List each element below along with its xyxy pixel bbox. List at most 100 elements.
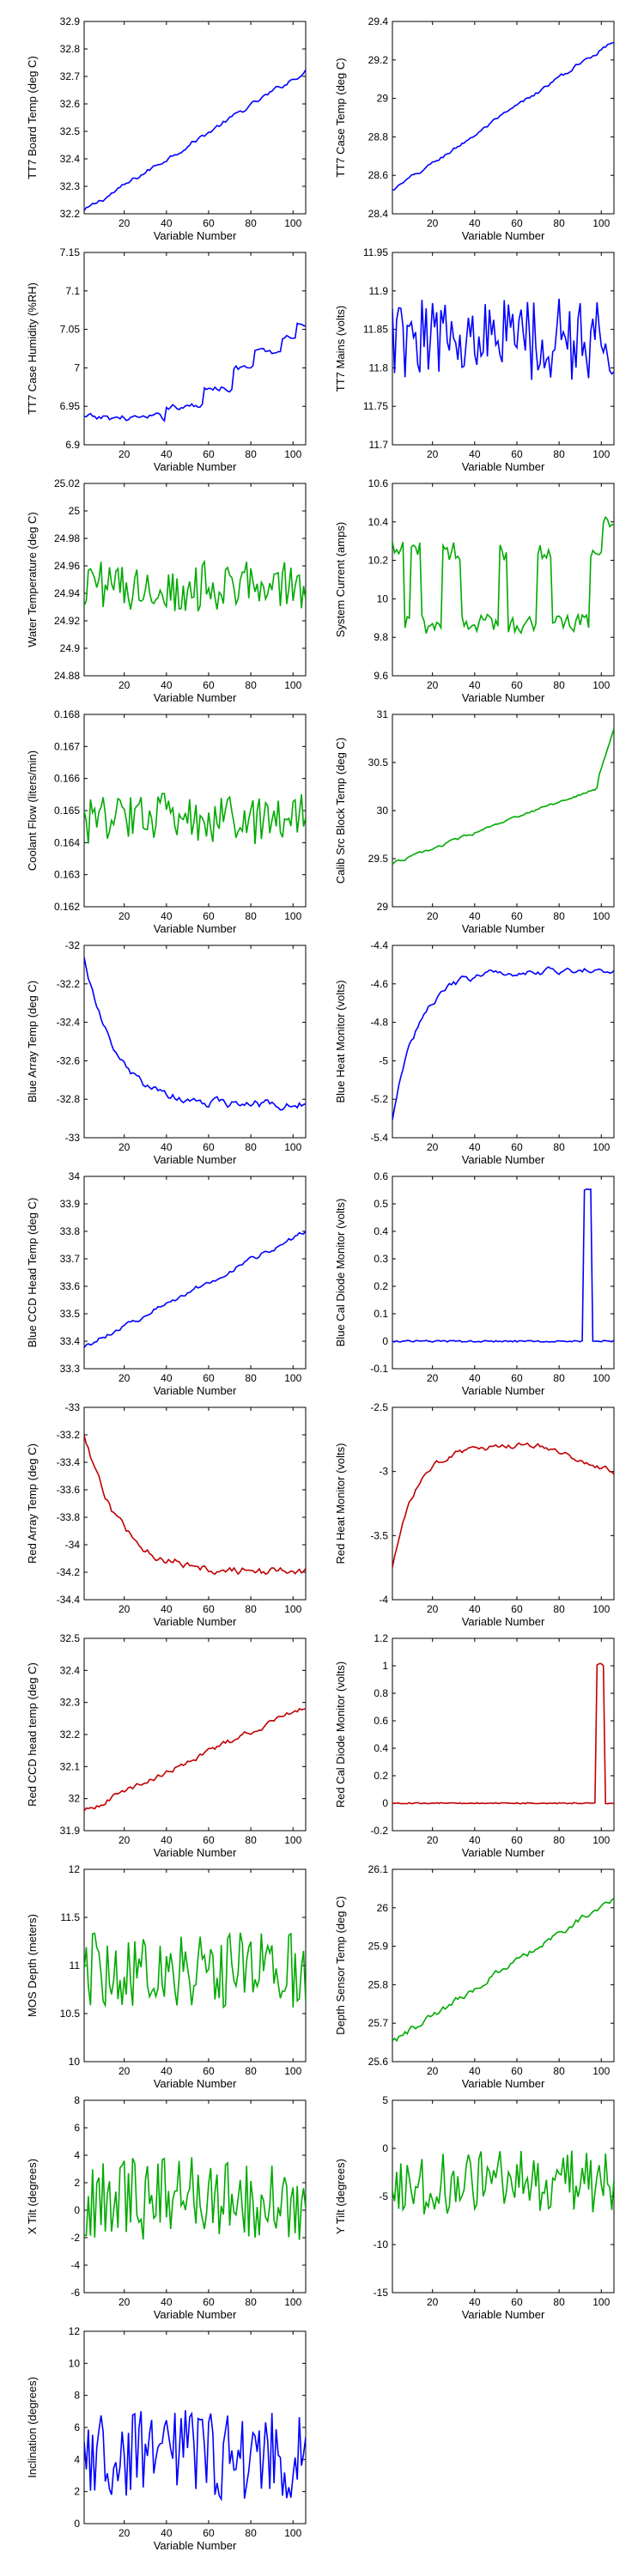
y-tick-label: -34 <box>65 1539 81 1551</box>
x-tick-label: 100 <box>284 448 301 460</box>
y-tick-label: 24.96 <box>54 560 80 572</box>
y-tick-label: 1 <box>382 1660 388 1672</box>
y-axis-label: Blue CCD Head Temp (deg C) <box>26 1198 39 1348</box>
x-tick-label: 80 <box>245 910 257 922</box>
chart-panel: -34.4 -34.2 -34 -33.8 -33.6 -33.4 -33.2 -33 20 40… <box>26 1401 307 1628</box>
y-tick-label: 32.7 <box>60 70 81 82</box>
plot-area <box>83 1176 307 1370</box>
x-tick-label: 20 <box>427 1141 439 1153</box>
x-tick-label: 40 <box>469 910 481 922</box>
x-tick-label: 60 <box>203 2527 215 2539</box>
x-tick-label: 80 <box>553 1834 565 1846</box>
y-tick-label: 11 <box>70 1959 81 1971</box>
series-line <box>392 42 614 191</box>
x-tick-label: 100 <box>284 1141 301 1153</box>
y-axis-label: Coolant Flow (liters/min) <box>26 750 39 871</box>
y-axis-label: X Tilt (degrees) <box>26 2159 39 2234</box>
x-tick-label: 20 <box>427 448 439 460</box>
x-tick-label: 20 <box>118 217 131 229</box>
y-tick-label: 32.3 <box>60 1697 81 1709</box>
x-tick-label: 80 <box>245 1603 257 1615</box>
y-axis-label: Blue Heat Monitor (volts) <box>334 980 347 1103</box>
y-tick-label: 32.4 <box>60 153 81 165</box>
y-axis-label: Y Tilt (degrees) <box>334 2159 347 2234</box>
chart-panel: 32.2 32.3 32.4 32.5 32.6 32.7 32.8 32.9 20 40 60 80… <box>26 15 307 242</box>
x-tick-label: 100 <box>592 217 610 229</box>
x-axis-label: Variable Number <box>462 1846 545 1859</box>
x-tick-label: 20 <box>427 1372 439 1384</box>
x-tick-label: 100 <box>284 679 301 691</box>
y-tick-label: 25.6 <box>368 2056 389 2068</box>
x-tick-label: 80 <box>245 679 257 691</box>
y-tick-label: 33.4 <box>60 1335 81 1347</box>
x-tick-label: 80 <box>553 910 565 922</box>
y-tick-label: 0.165 <box>54 805 80 817</box>
y-tick-label: -3 <box>379 1466 388 1478</box>
y-tick-label: 28.4 <box>368 208 389 220</box>
plot-area <box>392 1176 615 1370</box>
x-tick-label: 60 <box>511 679 523 691</box>
y-axis-label: Inclination (degrees) <box>26 2377 39 2478</box>
y-tick-label: -5.4 <box>370 1132 388 1144</box>
y-tick-label: -33.6 <box>57 1484 81 1496</box>
series-line <box>84 793 306 844</box>
y-tick-label: 29.2 <box>368 54 389 66</box>
x-tick-label: 40 <box>469 1372 481 1384</box>
y-tick-label: 0.4 <box>374 1225 388 1237</box>
chart-panel: -5.4 -5.2 -5 -4.8 -4.6 -4.4 20 40 60 80 100 Variabl… <box>334 939 615 1166</box>
plot-area <box>392 21 615 215</box>
x-tick-label: 60 <box>203 2065 215 2077</box>
x-tick-label: 20 <box>427 910 439 922</box>
x-tick-label: 60 <box>203 1141 215 1153</box>
y-tick-label: -4.6 <box>370 978 388 990</box>
x-axis-label: Variable Number <box>462 1615 545 1628</box>
plot-area <box>83 252 307 446</box>
y-axis-label: TT7 Mains (volts) <box>334 306 347 392</box>
y-tick-label: 29.4 <box>368 15 389 27</box>
y-tick-label: 7.15 <box>60 246 81 258</box>
x-tick-label: 60 <box>203 679 215 691</box>
x-tick-label: 80 <box>245 1141 257 1153</box>
plot-area <box>392 483 615 677</box>
y-tick-label: 28.6 <box>368 169 389 181</box>
series-line <box>84 1435 306 1576</box>
x-tick-label: 20 <box>427 217 439 229</box>
x-tick-label: 20 <box>427 2296 439 2308</box>
x-tick-label: 100 <box>592 1603 610 1615</box>
x-tick-label: 80 <box>553 1603 565 1615</box>
plot-area <box>83 1406 307 1601</box>
series-line <box>392 515 614 635</box>
x-axis-label: Variable Number <box>462 691 545 704</box>
y-tick-label: 2 <box>74 2486 80 2498</box>
y-axis-label: Red Cal Diode Monitor (volts) <box>334 1662 347 1808</box>
x-tick-label: 100 <box>284 2296 301 2308</box>
y-tick-label: 11.85 <box>363 324 388 336</box>
y-tick-label: 32.3 <box>60 180 81 192</box>
x-tick-label: 40 <box>469 1834 481 1846</box>
y-tick-label: 30 <box>377 805 389 817</box>
y-tick-label: -4.8 <box>370 1017 388 1029</box>
x-tick-label: 100 <box>592 910 610 922</box>
y-tick-label: -0.1 <box>370 1363 388 1375</box>
y-axis-label: TT7 Case Humidity (%RH) <box>26 283 39 415</box>
y-tick-label: -33 <box>65 1132 81 1144</box>
y-tick-label: 25 <box>69 505 81 517</box>
y-tick-label: 33.7 <box>60 1253 81 1265</box>
x-tick-label: 80 <box>553 217 565 229</box>
x-axis-label: Variable Number <box>154 2077 237 2090</box>
x-axis-label: Variable Number <box>462 229 545 242</box>
x-tick-label: 40 <box>469 448 481 460</box>
y-tick-label: 0.168 <box>54 708 80 720</box>
x-tick-label: 40 <box>161 1141 173 1153</box>
y-tick-label: 26 <box>377 1902 389 1914</box>
x-axis-label: Variable Number <box>462 2308 545 2321</box>
series-line <box>84 322 306 422</box>
y-tick-label: -6 <box>70 2287 80 2299</box>
chart-panel: 6.9 6.95 7 7.05 7.1 7.15 20 40 60 80 100 Variable N… <box>26 246 307 473</box>
x-tick-label: 100 <box>592 1141 610 1153</box>
y-tick-label: -4 <box>379 1594 388 1606</box>
plot-area <box>392 1868 615 2063</box>
y-tick-label: 12 <box>69 1863 81 1875</box>
x-tick-label: 80 <box>553 2296 565 2308</box>
y-tick-label: -4.4 <box>370 939 388 951</box>
